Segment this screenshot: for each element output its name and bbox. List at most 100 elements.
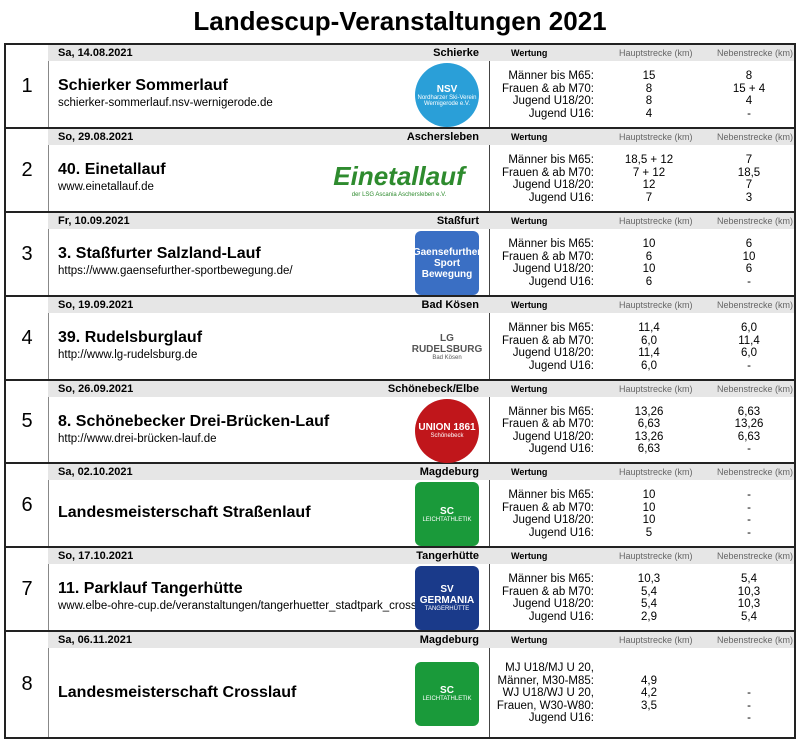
side-distance: - [747,275,751,288]
event-number: 7 [6,548,49,630]
main-distance-header: Hauptstrecke (km) [619,551,693,561]
logo-caption: Schönebeck [430,433,464,439]
main-distance: 6,0 [641,359,657,372]
side-distance: 5,4 [741,610,757,623]
main-distance: 7 + 12 [632,166,666,179]
event-logo: UNION 1861 Schönebeck [415,398,479,463]
main-distance: 10 [642,238,656,250]
wertung-line: Jugend U18/20: 10 - [489,514,794,527]
event-url[interactable]: www.elbe-ohre-cup.de/veranstaltungen/tan… [58,600,417,612]
side-distance: 13,26 [734,418,764,430]
event-name: Landesmeisterschaft Straßenlauf [58,504,311,521]
event-url[interactable]: https://www.gaensefurther-sportbewegung.… [58,265,293,277]
category-label: Jugend U16: [528,712,594,725]
main-distance: 6 [645,275,653,288]
event-header: So, 19.09.2021 Bad Kösen [48,297,489,313]
side-distance: - [747,687,751,700]
wertung-cell: Wertung Hauptstrecke (km) Nebenstrecke (… [489,45,794,127]
category-label: Jugend U16: [528,191,594,204]
category-label: Männer bis M65: [508,70,594,82]
wertung-line: Jugend U18/20: 5,4 10,3 [489,598,794,611]
side-distance-header: Nebenstrecke (km) [717,300,794,310]
wertung-line: Jugend U16: 7 3 [489,192,794,205]
event-number: 5 [6,381,49,462]
category-label: WJ U18/WJ U 20, [502,687,594,700]
wertung-line: Jugend U16: 2,9 5,4 [489,611,794,624]
event-logo: SV GERMANIA TANGERHÜTTE [415,566,479,630]
event-header: So, 26.09.2021 Schönebeck/Elbe [48,381,489,397]
logo-caption: Bad Kösen [432,355,462,361]
wertung-line: Frauen & ab M70: 6,0 11,4 [489,335,794,348]
logo-text: SV GERMANIA [419,584,475,606]
event-logo: NSV Nordharzer Ski-Verein Wernigerode e.… [415,63,479,127]
category-label: Männer, M30-M85: [497,674,594,687]
main-distance: 8 [645,82,653,95]
side-distance: 6 [745,238,753,250]
event-cell: Sa, 06.11.2021 Magdeburg Landesmeistersc… [48,632,490,737]
event-location: Magdeburg [419,466,479,478]
category-label: Jugend U18/20: [512,514,594,526]
logo-text: Einetallauf [333,160,465,191]
event-url[interactable]: http://www.drei-brücken-lauf.de [58,432,217,445]
event-cell: So, 29.08.2021 Aschersleben 40. Einetall… [48,129,490,211]
wertung-header: Wertung Hauptstrecke (km) Nebenstrecke (… [489,381,794,397]
category-label: Jugend U16: [528,359,594,372]
side-distance: - [747,501,751,514]
wertung-line: Frauen, W30-W80: 3,5 - [489,700,794,713]
event-row: 4 So, 19.09.2021 Bad Kösen 39. Rudelsbur… [6,297,794,381]
event-url[interactable]: www.einetallauf.de [58,181,154,193]
main-distance: 5,4 [641,598,657,610]
main-distance: 6 [645,250,653,263]
category-label: Jugend U18/20: [512,598,594,610]
main-distance: 10,3 [637,573,661,585]
category-label: Jugend U16: [528,526,594,539]
wertung-line: Männer bis M65: 18,5 + 12 7 [489,154,794,167]
side-distance-header: Nebenstrecke (km) [717,635,794,645]
side-distance: 18,5 [737,166,761,179]
main-distance: 11,4 [638,347,660,359]
category-label: Männer bis M65: [508,489,594,501]
wertung-header: Wertung Hauptstrecke (km) Nebenstrecke (… [489,464,794,480]
main-distance: 5,4 [641,585,657,598]
wertung-line: Jugend U16: 5 - [489,527,794,540]
side-distance: - [747,359,751,372]
event-number: 2 [6,129,49,211]
page-title: Landescup-Veranstaltungen 2021 [193,6,607,36]
side-distance: 10,3 [737,585,761,598]
event-date: Sa, 02.10.2021 [58,466,133,478]
event-number: 6 [6,464,49,546]
category-label: Männer bis M65: [508,322,594,334]
wertung-lines: Männer bis M65: 10 6 Frauen & ab M70: 6 … [489,238,794,288]
wertung-line: MJ U18/MJ U 20, [489,662,794,675]
side-distance-header: Nebenstrecke (km) [717,216,794,226]
main-distance: 15 [642,70,656,82]
category-label: Jugend U16: [528,610,594,623]
wertung-lines: Männer bis M65: 10 - Frauen & ab M70: 10… [489,489,794,539]
event-date: Fr, 10.09.2021 [58,215,130,227]
wertung-line: Männer bis M65: 11,4 6,0 [489,322,794,335]
main-distance-header: Hauptstrecke (km) [619,48,693,58]
event-date: So, 26.09.2021 [58,383,134,395]
side-distance: 6,0 [741,322,757,334]
event-location: Schönebeck/Elbe [387,383,479,395]
wertung-lines: Männer bis M65: 11,4 6,0 Frauen & ab M70… [489,322,794,372]
main-distance-header: Hauptstrecke (km) [619,467,693,477]
event-url[interactable]: http://www.lg-rudelsburg.de [58,349,198,361]
category-label: MJ U18/MJ U 20, [505,662,594,675]
category-label: Jugend U18/20: [512,179,594,191]
side-distance: 5,4 [741,573,757,585]
main-distance-header: Hauptstrecke (km) [619,132,693,142]
event-date: So, 29.08.2021 [58,131,134,143]
category-label: Jugend U18/20: [512,263,594,275]
category-label: Männer bis M65: [508,154,594,166]
category-label: Männer bis M65: [508,238,594,250]
wertung-label: Wertung [511,551,548,561]
side-distance: - [747,443,751,455]
wertung-line: Männer, M30-M85: 4,9 [489,675,794,688]
main-distance: 6,0 [641,334,657,347]
event-header: Sa, 14.08.2021 Schierke [48,45,489,61]
event-url[interactable]: schierker-sommerlauf.nsv-wernigerode.de [58,97,273,109]
event-location: Aschersleben [406,131,479,143]
side-distance: 6,0 [741,347,757,359]
wertung-cell: Wertung Hauptstrecke (km) Nebenstrecke (… [489,632,794,737]
